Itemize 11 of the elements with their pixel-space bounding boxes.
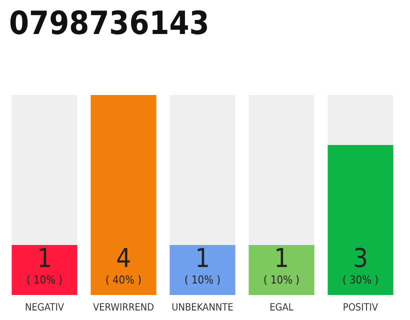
chart-title: 0798736143 [9,4,210,42]
x-tick-label: EGAL [270,302,294,314]
data-label: 1 ( 10% ) [26,244,63,286]
x-tick-label: POSITIV [342,302,379,314]
x-tick-label: NEGATIV [24,302,65,314]
x-tick-label: VERWIRREND [92,302,154,314]
data-label: 1 ( 10% ) [184,244,221,286]
data-label: 3 ( 30% ) [342,244,379,286]
x-tick-label: UNBEKANNTE [172,302,234,314]
data-label: 1 ( 10% ) [263,244,300,286]
data-label: 4 ( 40% ) [105,244,142,286]
